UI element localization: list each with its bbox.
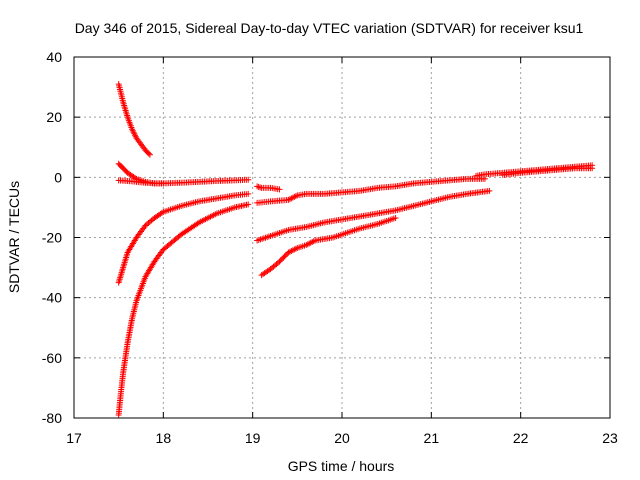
data-point xyxy=(589,165,596,172)
series-track-5 xyxy=(115,201,252,418)
data-point xyxy=(292,245,299,252)
data-point xyxy=(267,266,274,273)
x-tick-label: 18 xyxy=(156,430,172,446)
y-tick-label: 40 xyxy=(46,49,62,65)
y-tick-label: -40 xyxy=(42,290,62,306)
series-track-6 xyxy=(254,183,283,193)
data-point xyxy=(269,264,276,271)
data-point xyxy=(245,190,252,197)
data-point xyxy=(292,193,299,200)
data-point xyxy=(146,218,153,225)
data-point xyxy=(486,187,493,194)
data-point xyxy=(145,150,152,157)
y-tick-label: 20 xyxy=(46,109,62,125)
data-point xyxy=(160,180,167,187)
x-tick-label: 21 xyxy=(424,430,440,446)
data-point xyxy=(245,176,252,183)
series-track-9 xyxy=(258,214,399,279)
series-track-8 xyxy=(254,187,493,244)
data-point xyxy=(280,254,287,261)
data-point xyxy=(274,259,281,266)
data-point xyxy=(146,151,153,158)
data-point xyxy=(281,253,288,260)
data-point xyxy=(282,252,289,259)
series-track-7 xyxy=(254,175,488,206)
data-point xyxy=(194,220,201,227)
data-point xyxy=(392,214,399,221)
data-point xyxy=(276,258,283,265)
x-axis-label: GPS time / hours xyxy=(288,458,395,474)
series-track-1 xyxy=(115,81,153,158)
data-point xyxy=(279,255,286,262)
x-tick-label: 22 xyxy=(513,430,529,446)
data-point xyxy=(145,219,152,226)
series-track-4 xyxy=(115,190,252,286)
data-point xyxy=(245,201,252,208)
y-tick-label: -80 xyxy=(42,410,62,426)
y-tick-label: -20 xyxy=(42,230,62,246)
series-track-3 xyxy=(115,177,167,187)
x-tick-label: 17 xyxy=(66,430,82,446)
x-tick-label: 19 xyxy=(245,430,261,446)
grid-lines xyxy=(74,57,610,418)
x-tick-label: 23 xyxy=(602,430,618,446)
data-point xyxy=(142,222,149,229)
data-point xyxy=(272,262,278,269)
data-point xyxy=(277,257,284,264)
chart-title: Day 346 of 2015, Sidereal Day-to-day VTE… xyxy=(75,20,584,36)
series-track-10 xyxy=(473,162,596,179)
y-tick-label: -60 xyxy=(42,350,62,366)
data-point xyxy=(143,221,150,228)
data-point xyxy=(270,263,277,270)
axis-ticks: 17 18 19 20 21 22 23 -80 -60 -40 -20 0 20 40 xyxy=(42,49,618,446)
data-point xyxy=(255,183,262,190)
data-point xyxy=(276,186,283,193)
data-point xyxy=(148,217,155,224)
data-point xyxy=(273,261,280,268)
y-axis-label: SDTVAR / TECUs xyxy=(6,181,22,293)
series-track-11 xyxy=(499,165,596,178)
data-points xyxy=(115,81,596,418)
x-tick-label: 20 xyxy=(334,430,350,446)
data-point xyxy=(158,209,165,216)
y-tick-label: 0 xyxy=(54,169,62,185)
data-point xyxy=(254,183,261,190)
data-point xyxy=(310,238,317,245)
data-point xyxy=(257,184,264,191)
